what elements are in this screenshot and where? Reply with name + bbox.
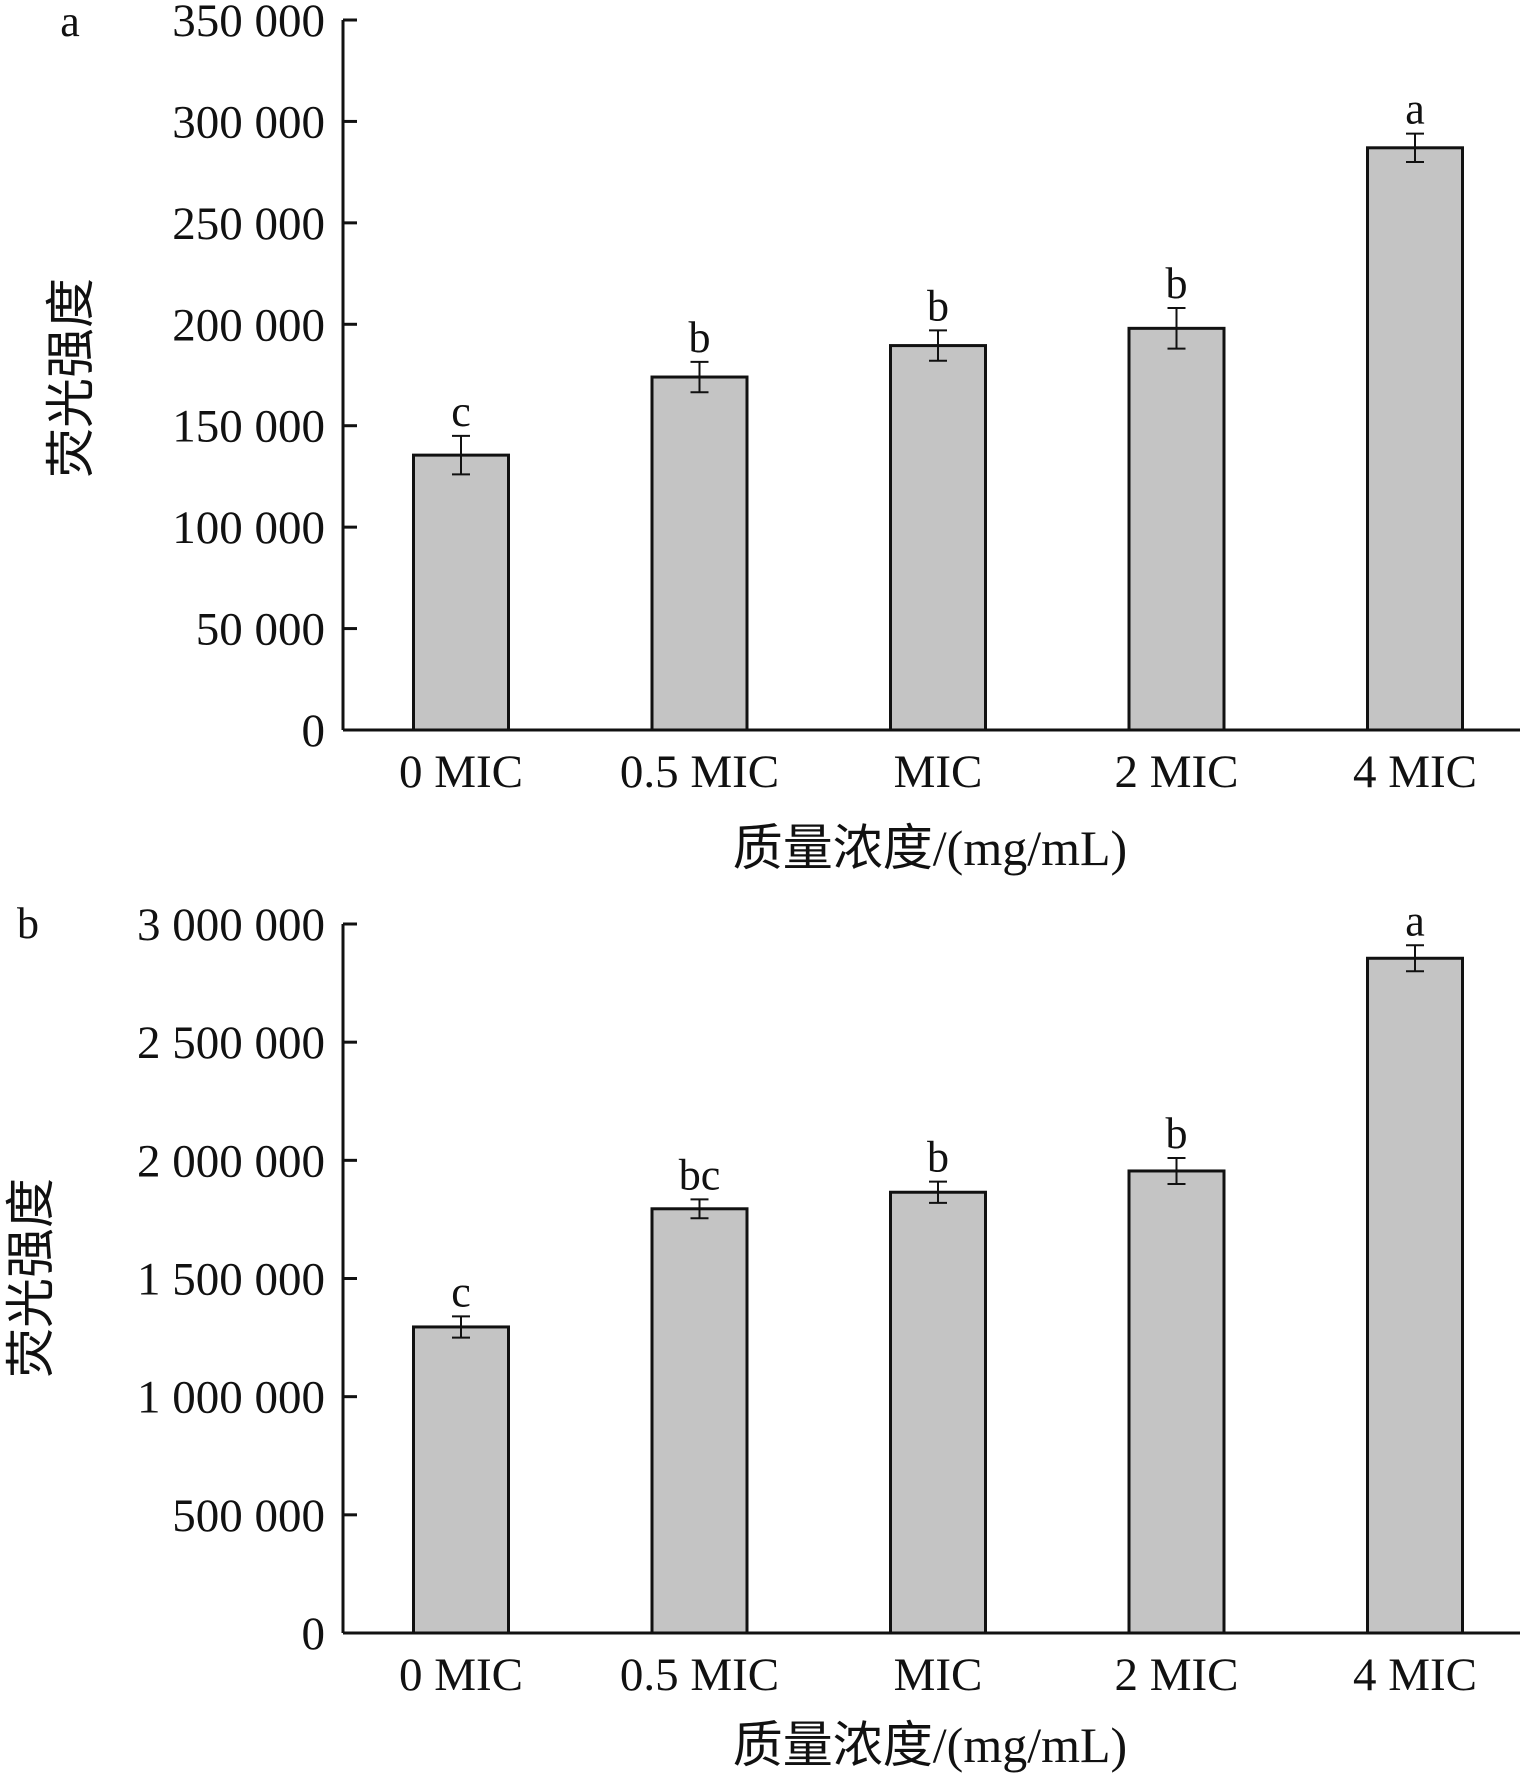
error-bar-a — [452, 434, 470, 476]
y-tick-label-b: 0 — [302, 1608, 326, 1660]
y-tick-label-a: 350 000 — [172, 0, 325, 47]
y-tick-label-a: 150 000 — [172, 401, 325, 453]
y-tick-label-b: 2 500 000 — [137, 1017, 325, 1069]
y-tick-label-a: 300 000 — [172, 96, 325, 148]
y-tick-label-a: 50 000 — [196, 604, 325, 656]
y-tick-label-a: 200 000 — [172, 299, 325, 351]
y-tick-label-a: 100 000 — [172, 502, 325, 554]
bar-b — [1366, 956, 1464, 1635]
bar-b — [650, 1207, 749, 1635]
error-bar-a — [929, 329, 947, 362]
significance-label-a: c — [451, 387, 471, 436]
panel-a: a 荧光强度 质量浓度/(mg/mL) 0 50 000 100 000 150 00… — [43, 0, 1520, 876]
error-bar-b — [1167, 1156, 1186, 1185]
y-tick-label-b: 500 000 — [172, 1490, 325, 1542]
x-tick-label-b: 4 MIC — [1353, 1649, 1477, 1701]
significance-label-b: bc — [679, 1150, 721, 1199]
x-tick-label-b: 2 MIC — [1114, 1649, 1238, 1701]
error-bar-a — [1406, 132, 1424, 163]
x-tick-label-a: 0.5 MIC — [620, 746, 779, 798]
bar-a — [889, 344, 987, 732]
y-tick-label-b: 3 000 000 — [137, 899, 325, 951]
significance-label-b: a — [1405, 896, 1425, 945]
x-tick-label-b: 0 MIC — [399, 1649, 523, 1701]
x-tick-label-a: MIC — [894, 746, 983, 798]
error-bar-a — [1167, 307, 1186, 350]
bar-b — [412, 1325, 510, 1635]
error-bar-b — [452, 1315, 470, 1339]
panel-letter-a: a — [60, 0, 80, 46]
y-tick-label-b: 1 500 000 — [137, 1254, 325, 1306]
bar-a — [412, 453, 510, 732]
x-tick-label-a: 2 MIC — [1114, 746, 1238, 798]
error-bar-b — [690, 1198, 709, 1220]
x-axis-title-b: 质量浓度/(mg/mL) — [733, 1717, 1127, 1773]
y-tick-label-b: 1 000 000 — [137, 1372, 325, 1424]
significance-label-a: b — [927, 281, 949, 330]
significance-label-b: b — [1166, 1109, 1188, 1158]
error-bar-a — [690, 360, 709, 394]
bar-a — [650, 375, 749, 732]
y-axis-title-b: 荧光强度 — [3, 1178, 59, 1378]
x-tick-label-b: MIC — [894, 1649, 983, 1701]
significance-label-a: b — [1166, 259, 1188, 308]
significance-label-a: b — [689, 313, 711, 362]
x-axis-title-a: 质量浓度/(mg/mL) — [733, 820, 1127, 876]
bar-a — [1366, 146, 1464, 732]
significance-label-a: a — [1405, 85, 1425, 134]
significance-label-b: c — [451, 1267, 471, 1316]
error-bar-b — [1406, 944, 1424, 973]
x-tick-label-a: 4 MIC — [1353, 746, 1477, 798]
panel-b: b 荧光强度 质量浓度/(mg/mL) 0 500 000 1 000 000 1 5… — [3, 896, 1520, 1773]
bar-a — [1127, 326, 1226, 732]
y-tick-label-a: 250 000 — [172, 198, 325, 250]
significance-label-b: b — [927, 1133, 949, 1182]
y-tick-label-b: 2 000 000 — [137, 1135, 325, 1187]
error-bar-b — [929, 1180, 947, 1204]
y-tick-label-a: 0 — [302, 705, 326, 757]
bar-b — [889, 1190, 987, 1635]
y-axis-title-a: 荧光强度 — [43, 278, 99, 478]
bar-b — [1127, 1169, 1226, 1635]
x-tick-label-b: 0.5 MIC — [620, 1649, 779, 1701]
panel-letter-b: b — [17, 899, 39, 948]
x-tick-label-a: 0 MIC — [399, 746, 523, 798]
